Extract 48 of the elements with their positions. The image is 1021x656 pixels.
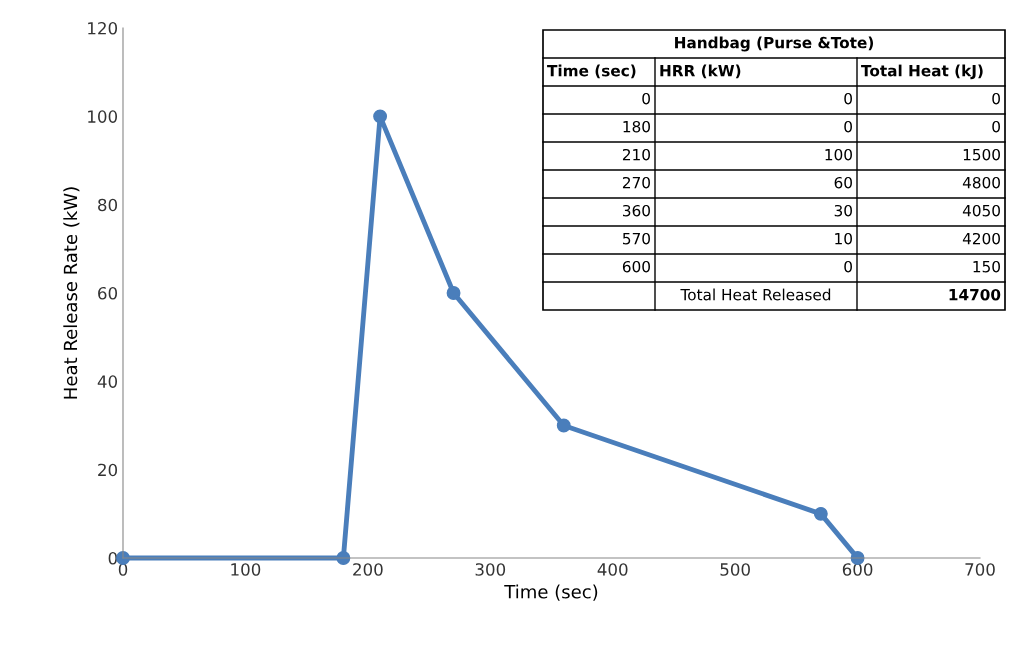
text: 0 — [992, 120, 1000, 133]
x-tick-label: 300 — [475, 563, 506, 576]
annotation: 1500 — [963, 148, 1000, 161]
annotation: 210 — [622, 148, 650, 161]
annotation: Total Heat (kJ) — [861, 64, 983, 80]
annotation: 4050 — [962, 204, 1000, 217]
annotation: 14700 — [949, 288, 1001, 301]
text: 0 — [992, 92, 1000, 105]
point — [813, 506, 828, 521]
annotation: 10 — [835, 232, 852, 245]
y-tick-label: 100 — [88, 110, 118, 123]
x-tick-label: 500 — [720, 563, 750, 576]
annotation: 600 — [622, 260, 650, 273]
y-tick-label: 0 — [108, 551, 118, 565]
annotation: HRR (kW) — [660, 64, 741, 79]
annotation: 570 — [623, 232, 650, 245]
y-tick-label: 60 — [98, 286, 118, 300]
x-axis-title: Time (sec) — [504, 584, 598, 601]
annotation: Time (sec) — [547, 64, 636, 79]
y-axis-title: Heat Release Rate (kW) — [63, 187, 80, 399]
x-tick-label: 400 — [597, 563, 628, 576]
annotation: 180 — [623, 120, 650, 133]
y-tick-label: 80 — [98, 198, 118, 212]
annotation: 360 — [623, 204, 650, 217]
annotation: 0 — [642, 92, 650, 105]
x-tick-label: 200 — [353, 563, 383, 576]
annotation: 60 — [834, 176, 852, 189]
annotation: 0 — [844, 92, 852, 105]
y-tick-label: 20 — [98, 463, 118, 477]
y-tick-label: 40 — [97, 375, 118, 388]
annotation: 30 — [834, 204, 852, 217]
x-tick-label: 0 — [118, 563, 128, 576]
point — [446, 286, 461, 300]
annotation: 4800 — [962, 176, 1000, 189]
annotation: 0 — [844, 260, 852, 273]
x-tick-label: 700 — [965, 563, 995, 576]
x-tick-label: 100 — [231, 563, 261, 576]
x-tick-label: 600 — [842, 563, 873, 576]
point — [556, 418, 571, 433]
y-tick-label: 120 — [88, 21, 118, 35]
annotation: 270 — [622, 176, 650, 189]
point — [373, 109, 388, 124]
annotation: Total Heat Released — [680, 288, 831, 301]
annotation: 150 — [973, 260, 1000, 273]
annotation: 100 — [825, 148, 852, 161]
annotation: 4200 — [962, 232, 1000, 245]
annotation: Handbag (Purse &Tote) — [675, 36, 874, 52]
annotation: 0 — [844, 120, 852, 133]
